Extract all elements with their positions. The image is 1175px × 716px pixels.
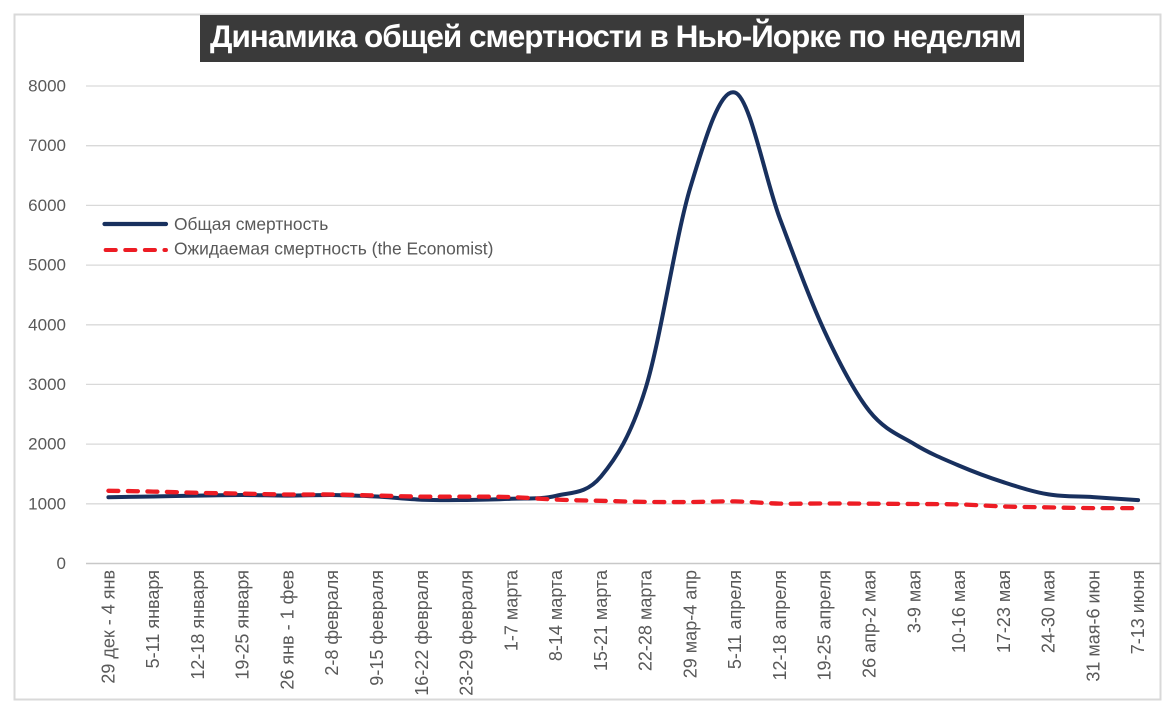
- svg-text:Общая смертность: Общая смертность: [174, 214, 328, 234]
- svg-text:26 янв - 1 фев: 26 янв - 1 фев: [278, 570, 298, 690]
- svg-text:15-21 марта: 15-21 марта: [591, 569, 611, 671]
- svg-text:9-15 февраля: 9-15 февраля: [367, 570, 387, 686]
- svg-text:10-16 мая: 10-16 мая: [949, 570, 969, 653]
- svg-text:6000: 6000: [28, 196, 66, 215]
- svg-text:19-25 января: 19-25 января: [233, 570, 253, 680]
- svg-text:29 дек - 4 янв: 29 дек - 4 янв: [98, 570, 118, 684]
- svg-text:5-11 апреля: 5-11 апреля: [725, 570, 745, 669]
- svg-text:8-14 марта: 8-14 марта: [546, 569, 566, 661]
- svg-text:2000: 2000: [28, 435, 66, 454]
- svg-text:3-9 мая: 3-9 мая: [904, 570, 924, 633]
- svg-text:5-11 января: 5-11 января: [143, 570, 163, 668]
- svg-text:19-25 апреля: 19-25 апреля: [815, 570, 835, 680]
- svg-text:4000: 4000: [28, 315, 66, 334]
- svg-text:31 мая-6 июн: 31 мая-6 июн: [1083, 570, 1103, 682]
- svg-text:2-8 февраля: 2-8 февраля: [322, 570, 342, 676]
- svg-text:29 мар-4 апр: 29 мар-4 апр: [680, 570, 700, 678]
- svg-text:17-23 мая: 17-23 мая: [994, 570, 1014, 653]
- svg-text:8000: 8000: [28, 77, 66, 96]
- svg-text:1-7 марта: 1-7 марта: [501, 569, 521, 651]
- svg-text:12-18 января: 12-18 января: [188, 570, 208, 680]
- svg-text:3000: 3000: [28, 375, 66, 394]
- svg-text:23-29 февраля: 23-29 февраля: [457, 570, 477, 696]
- svg-text:26 апр-2 мая: 26 апр-2 мая: [860, 570, 880, 678]
- svg-text:5000: 5000: [28, 256, 66, 275]
- svg-text:16-22 февраля: 16-22 февраля: [412, 570, 432, 696]
- svg-text:22-28 марта: 22-28 марта: [636, 569, 656, 671]
- svg-text:12-18 апреля: 12-18 апреля: [770, 570, 790, 680]
- svg-text:1000: 1000: [28, 494, 66, 513]
- svg-text:0: 0: [57, 554, 66, 573]
- svg-text:7000: 7000: [28, 136, 66, 155]
- svg-text:24-30 мая: 24-30 мая: [1039, 570, 1059, 653]
- svg-text:Ожидаемая смертность (the Econ: Ожидаемая смертность (the Economist): [174, 239, 493, 259]
- svg-text:7-13 июня: 7-13 июня: [1128, 570, 1148, 654]
